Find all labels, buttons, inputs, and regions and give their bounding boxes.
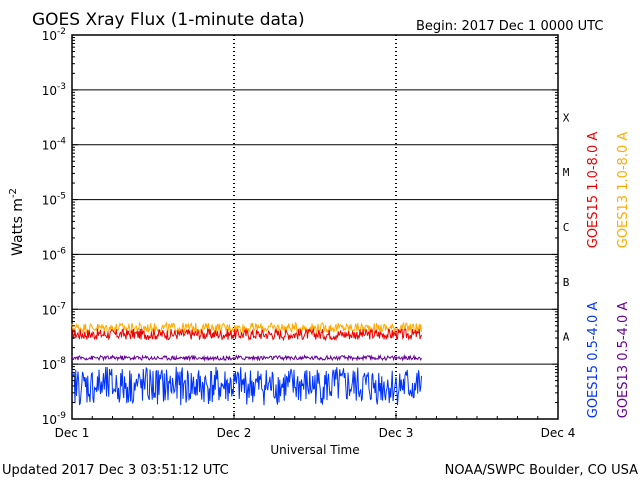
flare-class-label: M [563, 166, 570, 179]
y-tick-label: 10-7 [42, 301, 66, 317]
legend-entry: GOES15 0.5-4.0 A [586, 302, 601, 419]
legend-entry: GOES13 1.0-8.0 A [616, 132, 631, 249]
series-line [71, 321, 422, 335]
flare-class-labels: A B C M X [563, 111, 570, 343]
day-gridlines [233, 35, 397, 419]
flare-class-label: A [563, 331, 570, 344]
y-tick-label: 10-2 [42, 27, 66, 43]
plot-area: 10-910-810-710-610-510-410-310-2 Dec 1 De… [42, 27, 576, 440]
legend: GOES15 1.0-8.0 A GOES13 1.0-8.0 A GOES15 0… [586, 132, 631, 419]
series-line [71, 353, 422, 362]
x-axis-ticks: Dec 1 Dec 2 Dec 3 Dec 4 [55, 413, 576, 440]
y-tick-label: 10-8 [42, 356, 67, 372]
series-line [71, 327, 422, 342]
series-layer [71, 321, 422, 406]
y-tick-label: 10-4 [42, 137, 67, 153]
legend-entry: GOES15 1.0-8.0 A [586, 132, 601, 249]
y-tick-label: 10-3 [42, 82, 66, 98]
x-tick-label: Dec 3 [379, 426, 414, 440]
decade-gridlines [72, 89, 558, 365]
flare-class-label: B [563, 276, 570, 289]
x-tick-label: Dec 1 [55, 426, 90, 440]
y-tick-label: 10-6 [42, 246, 67, 262]
y-axis-label: Watts m-2 [8, 188, 26, 256]
x-tick-label: Dec 2 [217, 426, 252, 440]
credit-label: NOAA/SWPC Boulder, CO USA [445, 463, 638, 478]
y-tick-label: 10-5 [42, 192, 66, 208]
legend-entry: GOES13 0.5-4.0 A [616, 302, 631, 419]
y-axis-ticks: 10-9 10-8 10-7 10-6 10-5 10-4 10-3 10-2 [42, 27, 558, 427]
x-axis-label: Universal Time [270, 443, 359, 457]
chart-title: GOES Xray Flux (1-minute data) [32, 10, 305, 30]
y-tick-label: 10-9 [42, 411, 67, 427]
x-tick-label: Dec 4 [541, 426, 576, 440]
flare-class-label: X [563, 111, 570, 124]
updated-timestamp: Updated 2017 Dec 3 03:51:12 UTC [2, 463, 229, 478]
flare-class-label: C [563, 221, 570, 234]
begin-date: Begin: 2017 Dec 1 0000 UTC [416, 19, 603, 34]
series-line [71, 366, 422, 406]
